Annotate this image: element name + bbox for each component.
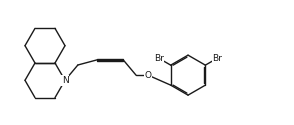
Text: Br: Br bbox=[154, 54, 163, 63]
Text: O: O bbox=[145, 71, 151, 80]
Text: Br: Br bbox=[213, 54, 223, 63]
Text: N: N bbox=[62, 76, 69, 85]
